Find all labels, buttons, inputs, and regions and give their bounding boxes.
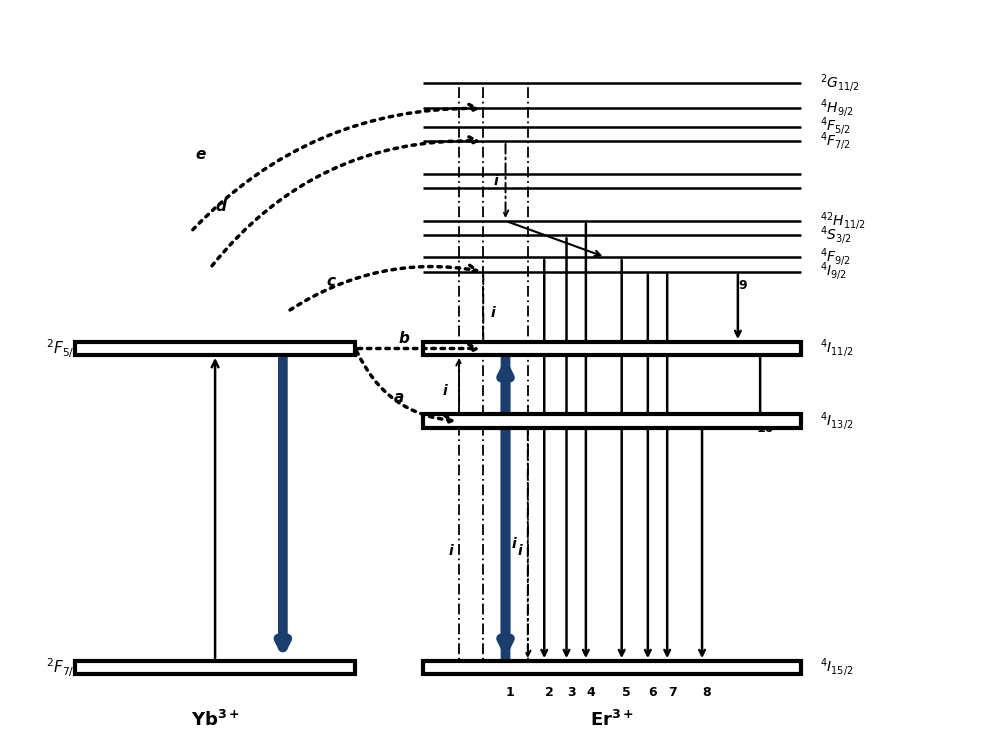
Text: $^4S_{3/2}$: $^4S_{3/2}$ [820,225,852,246]
Text: $^4I_{13/2}$: $^4I_{13/2}$ [820,410,853,432]
Text: $^4H_{9/2}$: $^4H_{9/2}$ [820,98,853,119]
Text: 9: 9 [738,279,747,292]
Text: e: e [195,147,206,162]
Text: i: i [518,544,522,558]
Text: $^2G_{11/2}$: $^2G_{11/2}$ [820,72,860,94]
Text: 6: 6 [648,686,657,700]
Text: 8: 8 [702,686,711,700]
FancyArrowPatch shape [290,266,476,310]
Bar [75,661,355,674]
Bar [423,342,800,355]
Text: $^4F_{5/2}$: $^4F_{5/2}$ [820,116,851,137]
Text: $^2F_{5/2}$: $^2F_{5/2}$ [46,337,80,360]
FancyArrowPatch shape [212,137,476,266]
Text: a: a [394,390,405,405]
Text: c: c [326,274,336,289]
Text: 2: 2 [545,686,554,700]
FancyArrowPatch shape [358,344,476,352]
Bar [423,415,800,427]
Text: $^4F_{7/2}$: $^4F_{7/2}$ [820,131,851,152]
Text: 4: 4 [586,686,595,700]
Text: $\mathbf{Yb^{3+}}$: $\mathbf{Yb^{3+}}$ [191,710,240,730]
Text: $^{42}H_{11/2}$: $^{42}H_{11/2}$ [820,210,866,232]
Text: $^4I_{9/2}$: $^4I_{9/2}$ [820,261,847,283]
Bar [423,661,800,674]
Text: $^4I_{15/2}$: $^4I_{15/2}$ [820,657,853,678]
Text: $\mathbf{Er^{3+}}$: $\mathbf{Er^{3+}}$ [590,710,634,730]
Text: $^4I_{11/2}$: $^4I_{11/2}$ [820,338,853,359]
Text: i: i [512,537,517,551]
Text: i: i [443,384,448,398]
Text: i: i [449,544,454,558]
Text: 5: 5 [623,686,630,700]
Text: $^4F_{9/2}$: $^4F_{9/2}$ [820,246,851,268]
Text: 10: 10 [756,421,774,435]
Text: b: b [399,331,409,346]
Text: $^2F_{7/2}$: $^2F_{7/2}$ [46,656,80,679]
FancyArrowPatch shape [192,105,476,230]
FancyArrowPatch shape [356,351,453,424]
Text: d: d [215,200,226,214]
Text: i: i [491,306,496,321]
Bar [75,342,355,355]
Text: 3: 3 [567,686,575,700]
Text: 1: 1 [506,686,515,700]
Text: i: i [494,174,499,188]
Text: 7: 7 [668,686,677,700]
